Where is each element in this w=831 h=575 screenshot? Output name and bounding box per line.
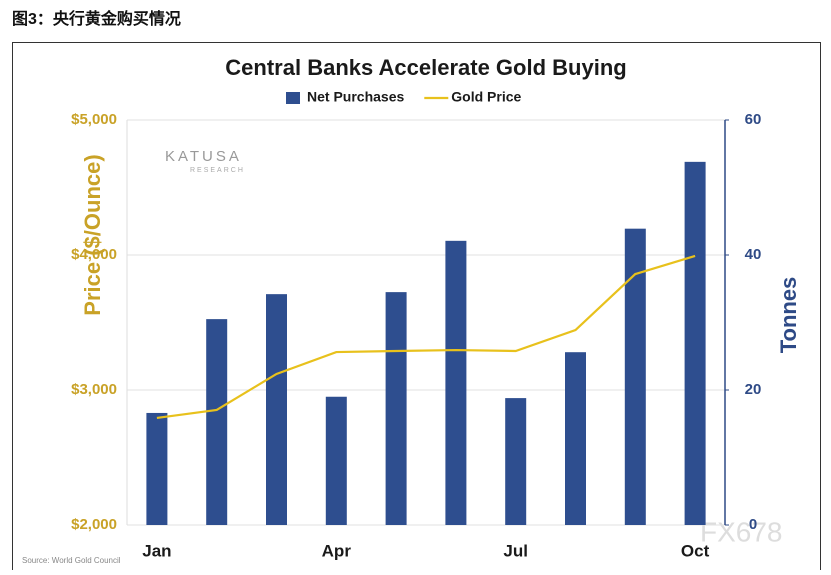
x-tick-label: Oct bbox=[681, 541, 710, 560]
watermark: FX678 bbox=[700, 516, 783, 547]
bar bbox=[385, 292, 407, 525]
bar bbox=[325, 396, 347, 525]
y2-tick-label: 60 bbox=[745, 111, 762, 128]
y-axis-title: Price ($/Ounce) bbox=[80, 154, 105, 315]
bar bbox=[146, 412, 168, 525]
bar bbox=[505, 398, 527, 525]
bar bbox=[684, 161, 706, 525]
bar bbox=[266, 294, 287, 525]
bar bbox=[624, 228, 646, 526]
legend-label: Gold Price bbox=[451, 89, 521, 105]
bar bbox=[445, 240, 467, 525]
y-tick-label: $4,000 bbox=[71, 246, 117, 263]
x-tick-label: Apr bbox=[322, 541, 352, 560]
y2-axis-title: Tonnes bbox=[776, 277, 801, 354]
legend-label: Net Purchases bbox=[307, 89, 404, 105]
y2-tick-label: 20 bbox=[745, 381, 762, 398]
x-tick-label: Jul bbox=[503, 541, 528, 560]
chart-title: Central Banks Accelerate Gold Buying bbox=[225, 55, 626, 80]
legend-swatch bbox=[286, 92, 300, 104]
y-tick-label: $2,000 bbox=[71, 516, 117, 533]
source: Source: World Gold Council bbox=[22, 556, 121, 565]
bar bbox=[206, 319, 228, 525]
price-line bbox=[156, 254, 696, 420]
watermark: RESEARCH bbox=[190, 167, 245, 174]
x-tick-label: Jan bbox=[142, 541, 171, 560]
y-tick-label: $5,000 bbox=[71, 111, 117, 128]
chart-frame bbox=[12, 42, 821, 575]
watermark: KATUSA bbox=[165, 148, 242, 165]
caption: 图3：央行黄金购买情况 bbox=[12, 9, 181, 28]
y2-tick-label: 0 bbox=[749, 516, 757, 533]
bar bbox=[565, 352, 586, 525]
y2-tick-label: 40 bbox=[745, 246, 762, 263]
y-tick-label: $3,000 bbox=[71, 381, 117, 398]
